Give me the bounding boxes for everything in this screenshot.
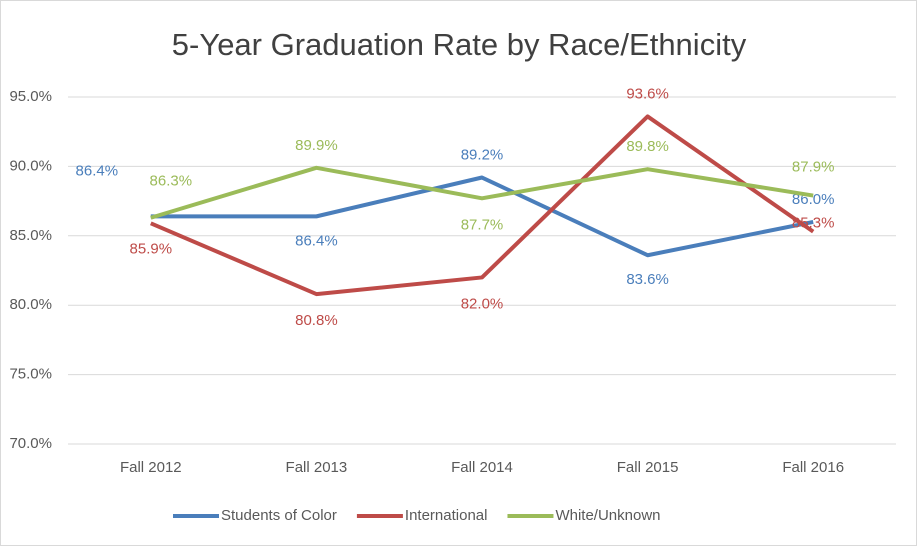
data-label: 87.7% — [461, 216, 504, 233]
data-label: 89.9% — [295, 137, 338, 154]
series-line — [150, 114, 815, 297]
data-label: 85.3% — [792, 215, 835, 232]
data-label: 89.8% — [626, 138, 669, 155]
data-label: 86.4% — [295, 232, 338, 249]
data-label: 82.0% — [461, 295, 504, 312]
y-tick-label: 75.0% — [9, 366, 52, 383]
y-tick-label: 95.0% — [9, 88, 52, 105]
x-tick-label: Fall 2015 — [617, 459, 679, 476]
y-tick-label: 90.0% — [9, 157, 52, 174]
series-line — [150, 175, 814, 258]
y-tick-label: 70.0% — [9, 435, 52, 452]
legend-label: Students of Color — [221, 507, 337, 524]
y-tick-label: 80.0% — [9, 296, 52, 313]
y-tick-label: 85.0% — [9, 227, 52, 244]
data-label: 93.6% — [626, 85, 669, 102]
x-tick-label: Fall 2014 — [451, 459, 513, 476]
x-tick-label: Fall 2016 — [782, 459, 844, 476]
series-line — [150, 165, 814, 220]
chart-title: 5-Year Graduation Rate by Race/Ethnicity — [172, 27, 747, 62]
legend-label: International — [405, 507, 488, 524]
data-label: 85.9% — [130, 240, 173, 257]
legend-label: White/Unknown — [555, 507, 660, 524]
data-label: 87.9% — [792, 159, 835, 176]
data-label: 86.4% — [76, 162, 119, 179]
data-label: 89.2% — [461, 146, 504, 163]
data-label: 83.6% — [626, 271, 669, 288]
data-label: 80.8% — [295, 312, 338, 329]
x-tick-label: Fall 2012 — [120, 459, 182, 476]
data-label: 86.3% — [150, 173, 193, 190]
x-tick-label: Fall 2013 — [286, 459, 348, 476]
